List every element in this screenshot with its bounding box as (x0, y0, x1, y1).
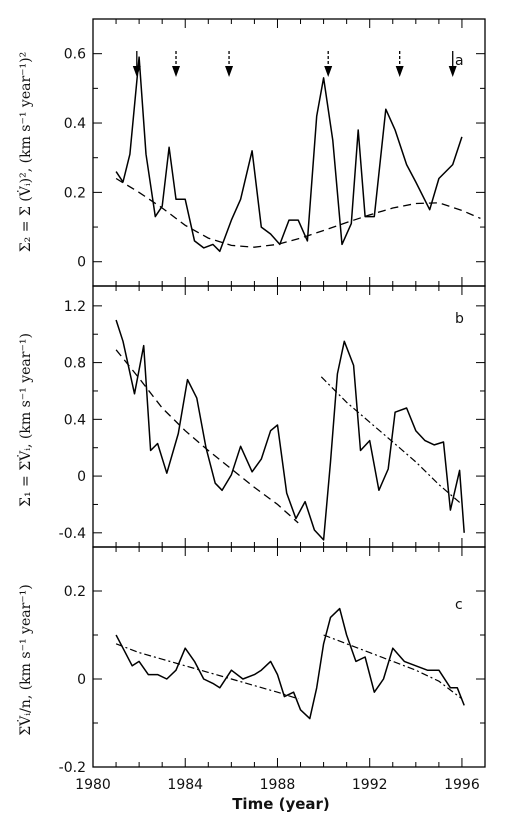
x-axis-title: Time (year) (232, 795, 330, 813)
y-axis-label: Σ₂ = Σ (V̇ᵢ)², (km s⁻¹ year⁻¹)² (16, 52, 34, 252)
arrow-marker (172, 51, 181, 77)
series-line-dashdot-3 (323, 634, 463, 700)
arrow-head (324, 66, 333, 77)
y-tick-label: 0.2 (64, 584, 86, 600)
y-tick-label: 0 (77, 672, 86, 688)
series-line-dashdot-2 (115, 643, 299, 700)
panel-frame (92, 285, 486, 548)
arrow-marker (448, 51, 457, 77)
arrow-marker (395, 51, 404, 77)
arrow-head (172, 66, 181, 77)
x-tick-label: 1992 (352, 777, 388, 793)
x-tick-label: 1988 (260, 777, 296, 793)
y-tick-label: 0 (77, 255, 86, 271)
y-axis-label: Σ₁ = ΣV̇ᵢ, (km s⁻¹ year⁻¹) (16, 333, 34, 507)
arrow-head (395, 66, 404, 77)
arrow-head (132, 66, 141, 77)
series-line-dashed-2 (115, 349, 299, 524)
panels: 0 0.2 0.4 0.6 Σ₂ = Σ (V̇ᵢ)², (km s⁻¹ year⁻¹)… (16, 18, 486, 793)
y-tick-label: 0.4 (64, 116, 86, 132)
x-tick-label: 1980 (75, 777, 111, 793)
y-tick-label: -0.2 (59, 760, 86, 776)
arrow-head (448, 66, 457, 77)
y-tick-label: 0.4 (64, 412, 86, 428)
series-line-solid-1 (115, 607, 465, 720)
series-line-dashdot-3 (320, 376, 463, 505)
panel-label: a (455, 53, 464, 69)
panel-frame (92, 546, 486, 768)
series-line-dashed-2 (115, 177, 481, 248)
arrow-marker (324, 51, 333, 77)
y-tick-label: -0.4 (59, 526, 86, 542)
arrow-head (225, 66, 234, 77)
arrow-marker (225, 51, 234, 77)
panel-c: 1980 1984 1988 1992 1996 -0.2 0 0.2 ΣV̇ᵢ/n, (km … (16, 546, 486, 793)
y-tick-label: 0.8 (64, 356, 86, 372)
y-tick-label: 0 (77, 469, 86, 485)
y-tick-label: 0.2 (64, 185, 86, 201)
panel-frame (92, 18, 486, 287)
panel-a: 0 0.2 0.4 0.6 Σ₂ = Σ (V̇ᵢ)², (km s⁻¹ year⁻¹)… (16, 18, 486, 287)
series-line-solid-1 (115, 319, 465, 541)
x-tick-label: 1996 (444, 777, 480, 793)
arrow-marker (132, 51, 141, 77)
panel-label: b (455, 311, 464, 327)
panel-label: c (455, 597, 463, 613)
y-tick-label: 0.6 (64, 47, 86, 63)
y-tick-label: 1.2 (64, 299, 86, 315)
series-line-solid-1 (115, 56, 463, 253)
panel-b: -0.4 0 0.4 0.8 1.2 Σ₁ = ΣV̇ᵢ, (km s⁻¹ year⁻¹)… (16, 285, 486, 548)
y-axis-label: ΣV̇ᵢ/n, (km s⁻¹ year⁻¹) (16, 584, 34, 735)
x-tick-label: 1984 (167, 777, 203, 793)
